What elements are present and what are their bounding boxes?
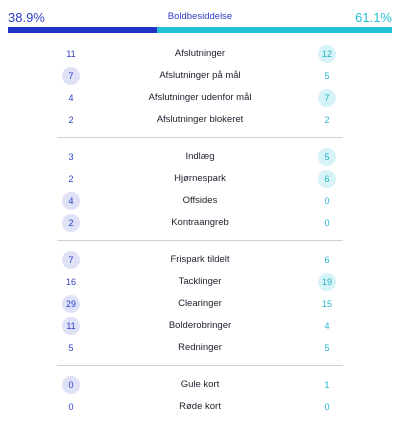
stats-section: 3 Indlæg 5 2 Hjørnespark 6 4 Offsides 0 2 Kontraan… [0,146,400,234]
stat-away-value: 15 [321,299,332,309]
stat-away-value: 5 [318,148,336,166]
stat-label: Frispark tildelt [170,254,230,265]
stat-row: 2 Kontraangreb 0 [0,212,400,234]
stat-away-value: 1 [324,380,330,390]
stat-label: Redninger [178,342,222,353]
stat-row: 11 Bolderobringer 4 [0,315,400,337]
stat-home-value: 0 [62,376,80,394]
stat-away-value: 4 [324,321,330,331]
stat-home-value: 2 [68,174,74,184]
stat-home-value: 11 [66,49,76,59]
stat-row: 4 Offsides 0 [0,190,400,212]
stat-row: 3 Indlæg 5 [0,146,400,168]
stat-away-value: 5 [324,71,330,81]
possession-bar [8,27,392,33]
stat-label: Bolderobringer [168,320,232,331]
stat-home-value: 2 [62,214,80,232]
stat-away-value: 0 [324,196,330,206]
stat-home-value: 3 [68,152,74,162]
stat-row: 2 Afslutninger blokeret 2 [0,109,400,131]
stat-row: 11 Afslutninger 12 [0,43,400,65]
stat-label: Røde kort [179,401,221,412]
possession-away-value: 61.1% [355,10,392,25]
stat-row: 16 Tacklinger 19 [0,271,400,293]
stat-row: 7 Frispark tildelt 6 [0,249,400,271]
section-divider [57,365,343,366]
stat-label: Afslutninger [174,48,226,59]
stat-away-value: 2 [324,115,330,125]
possession-bar-away [157,27,392,33]
stat-label: Kontraangreb [171,217,229,228]
stat-row: 5 Redninger 5 [0,337,400,359]
stat-label: Afslutninger blokeret [156,114,244,125]
stat-home-value: 5 [68,343,74,353]
stats-section: 7 Frispark tildelt 6 16 Tacklinger 19 29 Cleari… [0,249,400,359]
stats-section: 0 Gule kort 1 0 Røde kort 0 [0,374,400,418]
stat-row: 4 Afslutninger udenfor mål 7 [0,87,400,109]
stat-row: 0 Gule kort 1 [0,374,400,396]
stat-away-value: 5 [324,343,330,353]
stat-away-value: 0 [324,402,330,412]
stat-away-value: 6 [318,170,336,188]
possession-header: 38.9% Boldbesiddelse 61.1% [8,10,392,25]
stat-away-value: 7 [318,89,336,107]
stat-row: 29 Clearinger 15 [0,293,400,315]
stat-label: Tacklinger [178,276,222,287]
stat-label: Gule kort [180,379,220,390]
stat-label: Afslutninger på mål [159,70,241,81]
stat-home-value: 11 [62,317,80,335]
stat-away-value: 19 [318,273,336,291]
stats-section: 11 Afslutninger 12 7 Afslutninger på mål 5 4 Af… [0,43,400,131]
stat-row: 7 Afslutninger på mål 5 [0,65,400,87]
stat-away-value: 0 [324,218,330,228]
stat-row: 2 Hjørnespark 6 [0,168,400,190]
stat-away-value: 12 [318,45,336,63]
stat-home-value: 7 [62,67,80,85]
stat-row: 0 Røde kort 0 [0,396,400,418]
stat-home-value: 2 [68,115,74,125]
stat-home-value: 4 [62,192,80,210]
stat-label: Hjørnespark [174,173,226,184]
stat-away-value: 6 [324,255,330,265]
section-divider [57,240,343,241]
stat-label: Afslutninger udenfor mål [148,92,252,103]
stat-home-value: 0 [68,402,74,412]
stat-label: Offsides [182,195,218,206]
possession-label: Boldbesiddelse [167,11,233,22]
possession-bar-home [8,27,158,33]
possession-home-value: 38.9% [8,10,45,25]
stat-home-value: 7 [62,251,80,269]
stat-label: Clearinger [178,298,222,309]
stat-home-value: 16 [65,277,76,287]
section-divider [57,137,343,138]
stat-home-value: 4 [68,93,74,103]
stat-home-value: 29 [62,295,80,313]
stat-label: Indlæg [185,151,215,162]
